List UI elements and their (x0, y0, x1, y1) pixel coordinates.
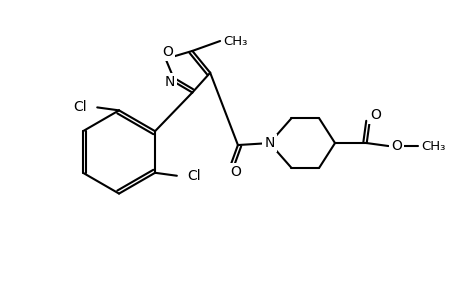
Text: O: O (390, 139, 401, 153)
Text: O: O (369, 108, 380, 122)
Text: Cl: Cl (186, 169, 200, 183)
Text: N: N (264, 136, 274, 150)
Text: O: O (162, 45, 173, 59)
Text: CH₃: CH₃ (223, 34, 247, 47)
Text: O: O (230, 165, 241, 179)
Text: Cl: Cl (73, 100, 87, 114)
Text: CH₃: CH₃ (420, 140, 445, 152)
Text: N: N (164, 75, 174, 88)
